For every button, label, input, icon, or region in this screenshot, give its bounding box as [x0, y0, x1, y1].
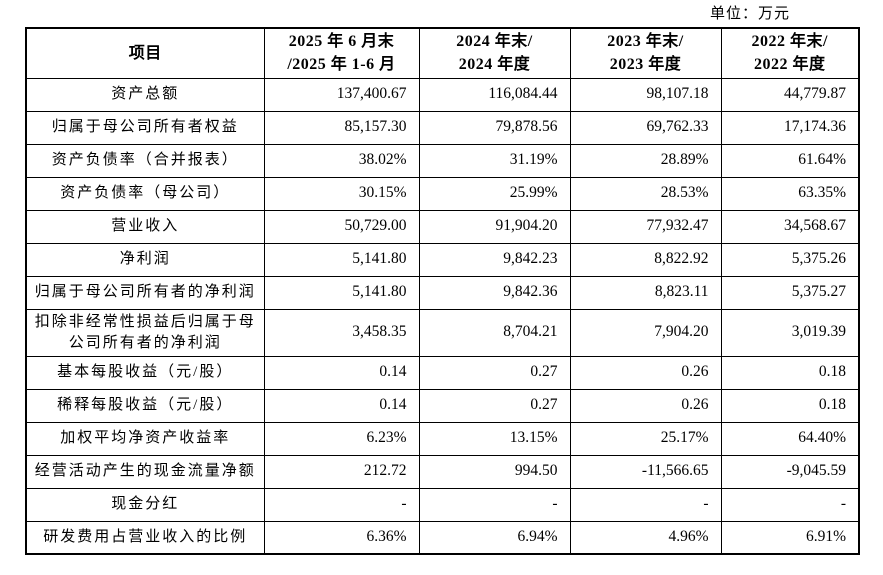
table-row: 资产负债率（合并报表） 38.02% 31.19% 28.89% 61.64%	[25, 143, 860, 178]
row-value: 0.14	[263, 355, 420, 390]
row-value: 0.14	[263, 388, 420, 423]
row-value: 63.35%	[720, 176, 860, 211]
row-value: 7,904.20	[569, 308, 722, 357]
row-value: 13.15%	[418, 421, 571, 456]
row-value: 31.19%	[418, 143, 571, 178]
row-label: 基本每股收益（元/股）	[25, 355, 265, 390]
row-value: -	[720, 487, 860, 522]
row-label: 扣除非经常性损益后归属于母公司所有者的净利润	[25, 308, 265, 357]
table-row: 营业收入 50,729.00 91,904.20 77,932.47 34,56…	[25, 209, 860, 244]
row-value: 8,704.21	[418, 308, 571, 357]
row-value: 3,458.35	[263, 308, 420, 357]
table-header-row: 项目 2025 年 6 月末 /2025 年 1-6 月 2024 年末/ 20…	[25, 27, 860, 79]
row-label: 现金分红	[25, 487, 265, 522]
row-value: 9,842.23	[418, 242, 571, 277]
table-row: 研发费用占营业收入的比例 6.36% 6.94% 4.96% 6.91%	[25, 520, 860, 555]
row-value: 50,729.00	[263, 209, 420, 244]
table-row: 现金分红 - - - -	[25, 487, 860, 522]
row-value: 8,823.11	[569, 275, 722, 310]
financial-table: 项目 2025 年 6 月末 /2025 年 1-6 月 2024 年末/ 20…	[25, 27, 860, 555]
row-value: 8,822.92	[569, 242, 722, 277]
row-value: 137,400.67	[263, 77, 420, 112]
row-value: 30.15%	[263, 176, 420, 211]
row-value: -11,566.65	[569, 454, 722, 489]
row-value: 6.94%	[418, 520, 571, 555]
table-row: 基本每股收益（元/股） 0.14 0.27 0.26 0.18	[25, 355, 860, 390]
row-value: 994.50	[418, 454, 571, 489]
row-value: 3,019.39	[720, 308, 860, 357]
row-value: 98,107.18	[569, 77, 722, 112]
row-value: 17,174.36	[720, 110, 860, 145]
row-value: 69,762.33	[569, 110, 722, 145]
header-period-2022: 2022 年末/ 2022 年度	[720, 27, 860, 79]
row-value: 5,141.80	[263, 275, 420, 310]
row-value: 28.89%	[569, 143, 722, 178]
row-label: 经营活动产生的现金流量净额	[25, 454, 265, 489]
row-label: 营业收入	[25, 209, 265, 244]
header-item-cell: 项目	[25, 27, 265, 79]
row-value: 44,779.87	[720, 77, 860, 112]
row-label: 稀释每股收益（元/股）	[25, 388, 265, 423]
table-row: 归属于母公司所有者权益 85,157.30 79,878.56 69,762.3…	[25, 110, 860, 145]
row-value: 0.26	[569, 355, 722, 390]
row-value: 0.18	[720, 355, 860, 390]
row-value: 0.26	[569, 388, 722, 423]
row-value: 6.23%	[263, 421, 420, 456]
row-value: -	[263, 487, 420, 522]
row-value: -9,045.59	[720, 454, 860, 489]
row-value: 25.17%	[569, 421, 722, 456]
table-row: 归属于母公司所有者的净利润 5,141.80 9,842.36 8,823.11…	[25, 275, 860, 310]
unit-label: 单位：万元	[709, 6, 790, 22]
row-value: 5,375.26	[720, 242, 860, 277]
table-row: 资产负债率（母公司） 30.15% 25.99% 28.53% 63.35%	[25, 176, 860, 211]
table-row: 扣除非经常性损益后归属于母公司所有者的净利润 3,458.35 8,704.21…	[25, 308, 860, 357]
row-value: -	[418, 487, 571, 522]
row-value: 28.53%	[569, 176, 722, 211]
header-period-2024: 2024 年末/ 2024 年度	[418, 27, 571, 79]
row-label: 资产负债率（合并报表）	[25, 143, 265, 178]
row-label: 研发费用占营业收入的比例	[25, 520, 265, 555]
table-row: 稀释每股收益（元/股） 0.14 0.27 0.26 0.18	[25, 388, 860, 423]
row-label: 归属于母公司所有者的净利润	[25, 275, 265, 310]
row-value: 61.64%	[720, 143, 860, 178]
row-value: 77,932.47	[569, 209, 722, 244]
header-period-2023: 2023 年末/ 2023 年度	[569, 27, 722, 79]
row-value: 116,084.44	[418, 77, 571, 112]
table-row: 净利润 5,141.80 9,842.23 8,822.92 5,375.26	[25, 242, 860, 277]
row-label: 归属于母公司所有者权益	[25, 110, 265, 145]
row-value: -	[569, 487, 722, 522]
row-value: 34,568.67	[720, 209, 860, 244]
row-value: 25.99%	[418, 176, 571, 211]
row-value: 9,842.36	[418, 275, 571, 310]
table-row: 加权平均净资产收益率 6.23% 13.15% 25.17% 64.40%	[25, 421, 860, 456]
row-value: 64.40%	[720, 421, 860, 456]
row-value: 0.27	[418, 355, 571, 390]
row-value: 5,375.27	[720, 275, 860, 310]
header-period-2025: 2025 年 6 月末 /2025 年 1-6 月	[263, 27, 420, 79]
row-value: 38.02%	[263, 143, 420, 178]
row-value: 212.72	[263, 454, 420, 489]
row-value: 91,904.20	[418, 209, 571, 244]
row-value: 6.36%	[263, 520, 420, 555]
row-label: 净利润	[25, 242, 265, 277]
row-value: 85,157.30	[263, 110, 420, 145]
table-row: 资产总额 137,400.67 116,084.44 98,107.18 44,…	[25, 77, 860, 112]
row-label: 资产总额	[25, 77, 265, 112]
row-value: 0.18	[720, 388, 860, 423]
row-value: 4.96%	[569, 520, 722, 555]
row-value: 79,878.56	[418, 110, 571, 145]
row-label: 资产负债率（母公司）	[25, 176, 265, 211]
row-value: 0.27	[418, 388, 571, 423]
table-row: 经营活动产生的现金流量净额 212.72 994.50 -11,566.65 -…	[25, 454, 860, 489]
row-value: 6.91%	[720, 520, 860, 555]
row-label: 加权平均净资产收益率	[25, 421, 265, 456]
row-value: 5,141.80	[263, 242, 420, 277]
